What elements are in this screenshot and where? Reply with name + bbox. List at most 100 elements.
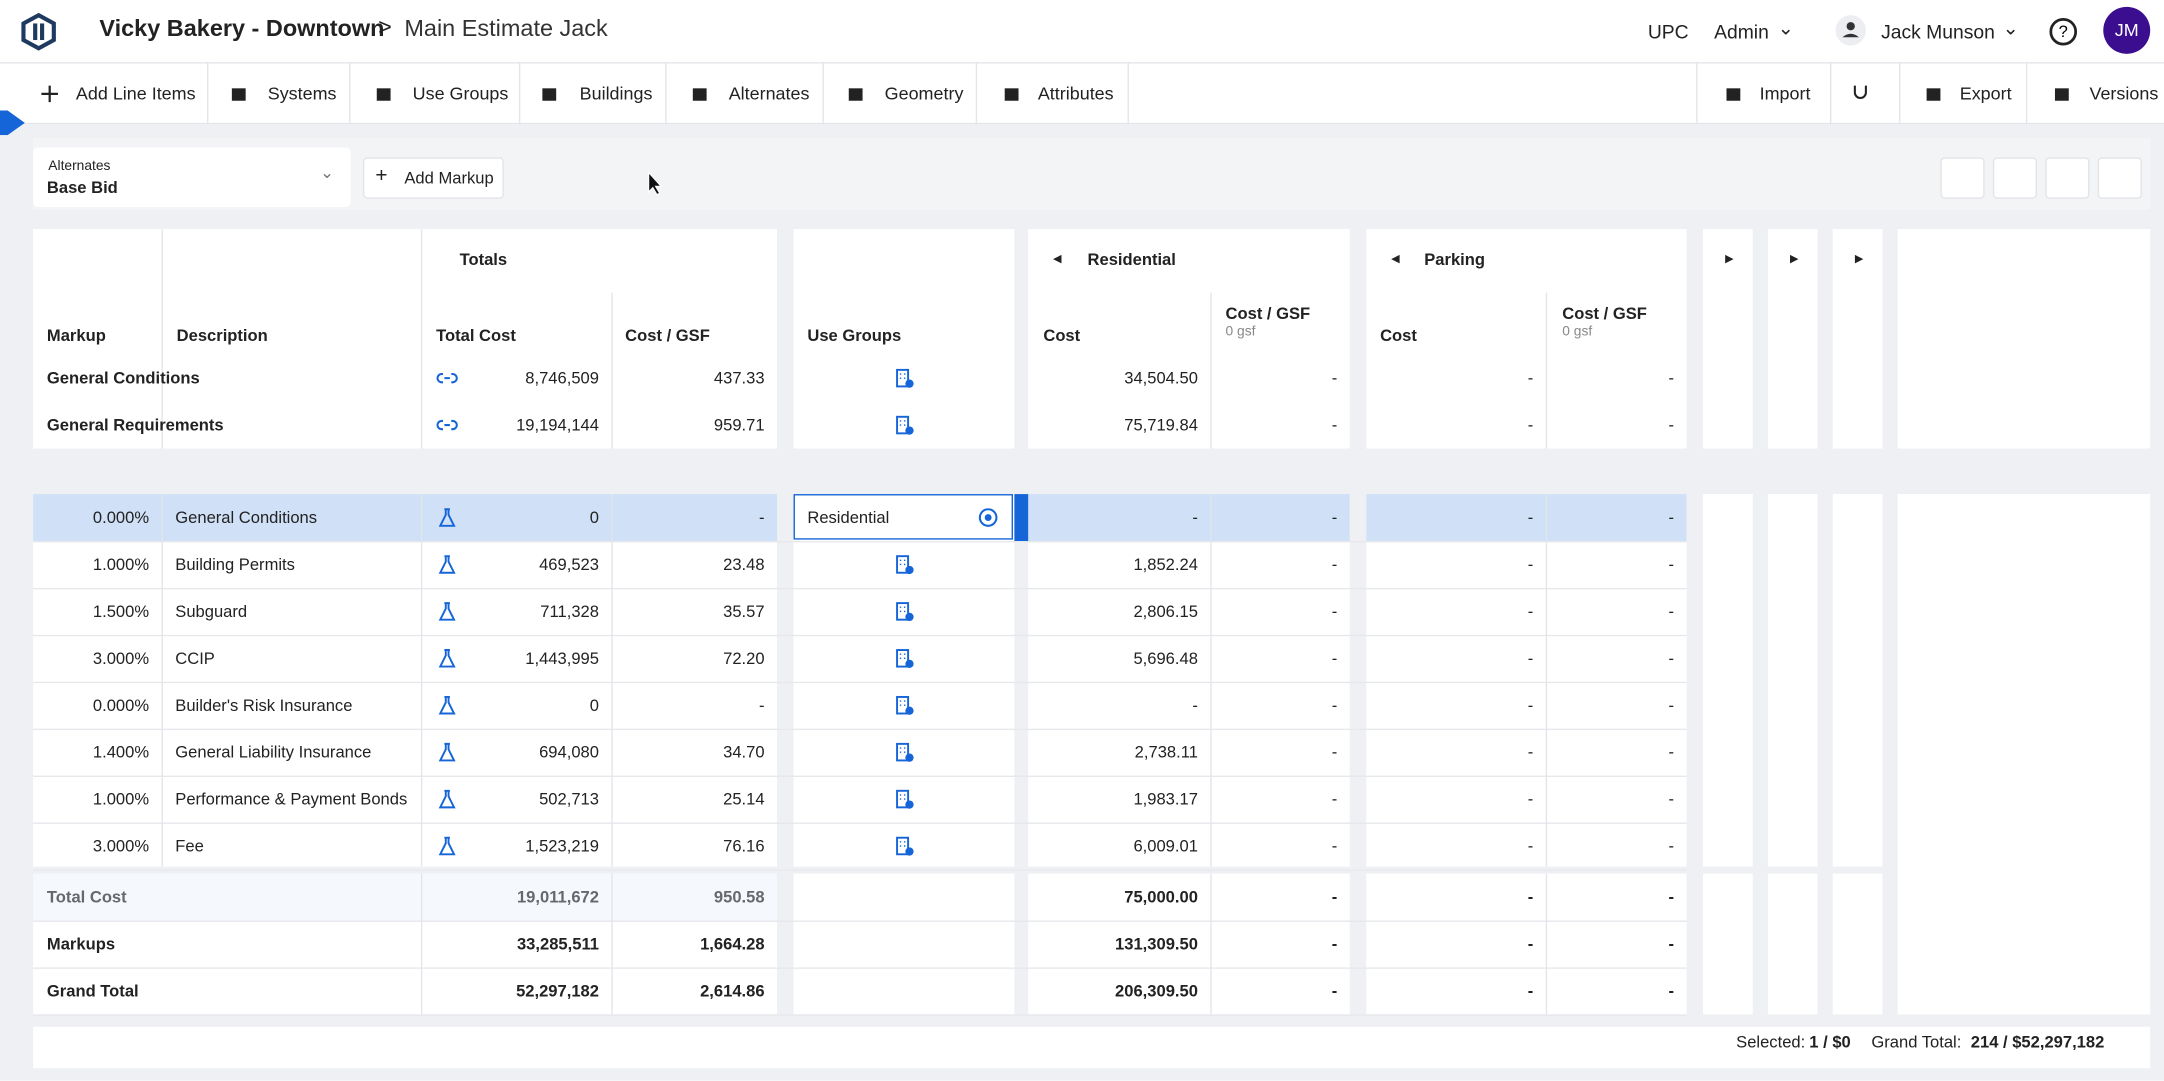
cell: 959.71 [713,415,765,435]
toolbar-icon [689,83,711,105]
markup-percent[interactable]: 1.000% [92,554,150,575]
column-header: Cost / GSF [1562,303,1647,323]
use-group-value: Residential [807,507,890,528]
divider [349,62,351,125]
cell: - [1668,789,1675,809]
cell: - [1527,981,1534,1001]
cell: - [1668,934,1675,954]
markup-percent[interactable]: 3.000% [92,836,150,856]
table-panel [1767,229,1818,449]
controls-area [33,138,2151,210]
toolbar-button[interactable]: Export [1959,82,2012,104]
markup-percent[interactable]: 0.000% [92,695,150,715]
description[interactable]: Subguard [175,601,248,622]
use-group-select[interactable] [793,494,1013,540]
description[interactable]: General Conditions [175,507,318,528]
cell: 19,011,672 [516,887,599,907]
table-panel [1028,229,1350,449]
cell: - [1331,415,1338,435]
estimate-name[interactable]: Main Estimate Jack [404,15,608,42]
cell: - [1668,648,1675,668]
use-group-icon [893,553,915,575]
toolbar-button[interactable]: Buildings [579,82,653,104]
toolbar-button[interactable]: Geometry [884,82,964,104]
markup-percent[interactable]: 1.500% [92,601,150,622]
cell: - [1192,507,1198,528]
formula-icon [436,694,458,716]
description[interactable]: Fee [175,836,204,856]
user-name[interactable]: Jack Munson [1881,20,1995,43]
cell: 34.70 [723,742,765,762]
toolbar-button[interactable]: Use Groups [412,82,509,104]
blank-panel [1897,494,2151,1015]
markup-percent[interactable]: 1.000% [92,789,150,809]
add-markup-button[interactable] [362,157,504,199]
markup-percent[interactable]: 3.000% [92,648,150,668]
toolbar-icon [1722,83,1744,105]
toolbar [0,62,2164,125]
divider [1127,62,1129,125]
column-header: Cost / GSF [1225,303,1311,323]
toolbar-icon [538,83,560,105]
toolbar-button[interactable]: Systems [267,82,337,104]
description[interactable]: CCIP [175,648,215,668]
cell: 34,504.50 [1124,368,1198,388]
description[interactable]: General Liability Insurance [175,742,372,762]
cell: 52,297,182 [516,981,599,1001]
toolbar-icon [228,83,250,105]
cell: 1,443,995 [525,648,599,668]
column-subheader: 0 gsf [1225,324,1256,340]
cell: - [1331,368,1338,388]
link-icon [436,414,458,436]
toolbar-button[interactable]: Add Line Items [75,82,196,104]
grand-total-label: Grand Total: [1871,1032,1962,1052]
collapse-arrow[interactable]: ▶ [1053,252,1062,265]
toolbar-icon [2051,83,2073,105]
rows-button[interactable] [1992,157,2038,199]
group-header: Residential [1087,249,1176,270]
markup-percent[interactable]: 1.400% [92,742,150,762]
use-group-icon [893,600,915,622]
row-label: Grand Total [46,981,139,1001]
description[interactable]: Builder's Risk Insurance [175,695,353,715]
column-divider [420,873,423,1015]
collapse-arrow[interactable]: ▶ [1854,252,1864,265]
description[interactable]: Performance & Payment Bonds [175,789,408,809]
divider [2025,62,2028,125]
alternates-select[interactable] [33,147,351,208]
column-divider [1210,873,1212,1015]
chevron: ⌄ [1777,16,1794,39]
cell: - [1527,368,1534,388]
table-panel [1703,873,1753,1015]
column-divider [611,873,613,1015]
toolbar-button[interactable]: Attributes [1037,82,1114,104]
upc-link[interactable]: UPC [1647,20,1689,43]
collapse-arrow[interactable]: ▶ [1789,252,1799,265]
group-header: Parking [1424,249,1486,270]
markup-percent[interactable]: 0.000% [92,507,150,528]
cell: 25.14 [723,789,765,809]
selection-indicator [1014,494,1029,541]
cell: - [1527,934,1534,954]
description[interactable]: Building Permits [175,554,295,575]
fullscreen-button[interactable] [2045,157,2090,199]
cell: - [759,507,765,528]
cell: - [1527,836,1534,856]
cell: 72.20 [723,648,765,668]
admin-menu[interactable]: Admin [1714,20,1769,43]
avatar[interactable]: JM [2103,6,2151,54]
toolbar-button[interactable]: Versions [2089,82,2159,104]
collapse-arrow[interactable]: ▶ [1725,252,1734,265]
collapse-arrow[interactable]: ▶ [1391,252,1400,265]
table-panel [1703,494,1753,867]
toolbar-button[interactable]: Alternates [728,82,810,104]
row-divider [33,869,1687,871]
help-icon[interactable]: ? [2048,17,2078,47]
column-header: Total Cost [436,325,516,346]
cell: 711,328 [540,601,599,622]
project-name[interactable]: Vicky Bakery - Downtown [99,15,385,42]
column-header: Cost [1043,325,1081,346]
toolbar-button[interactable]: Import [1759,82,1811,104]
code-button[interactable] [1940,157,1985,199]
more-button[interactable] [2097,157,2142,199]
